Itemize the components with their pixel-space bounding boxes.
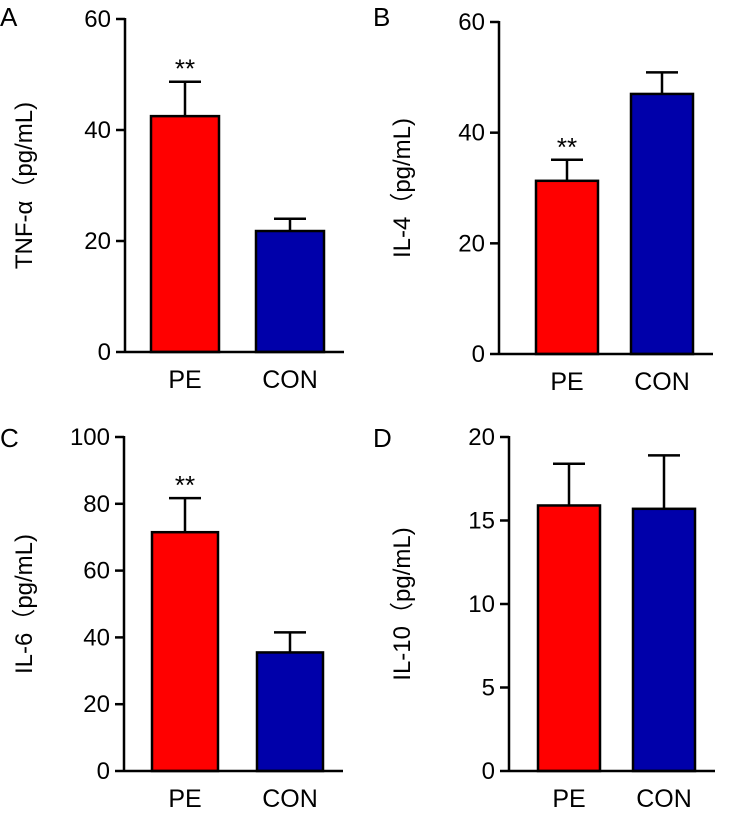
significance-marker: **	[557, 132, 577, 162]
y-tick-label: 0	[472, 341, 485, 368]
x-tick-label: PE	[552, 785, 585, 813]
chart-panel-d: D IL-10（pg/mL) PE CON 0 5 10 15 20	[373, 423, 715, 813]
x-tick-label: PE	[168, 366, 201, 394]
bar-pe	[150, 530, 220, 773]
x-tick-label: PE	[168, 785, 201, 813]
bar-con	[254, 229, 326, 354]
y-tick-label: 0	[482, 758, 495, 785]
y-tick-label: 20	[83, 691, 110, 718]
y-tick-label: 20	[458, 230, 485, 257]
y-tick-label: 80	[83, 491, 110, 518]
y-tick-label: 20	[84, 228, 111, 255]
y-axis-label: IL-4（pg/mL)	[389, 118, 416, 258]
x-tick-label: CON	[262, 785, 318, 813]
significance-marker: **	[175, 54, 195, 84]
x-tick-label: CON	[262, 366, 318, 394]
x-tick-label: PE	[550, 368, 583, 396]
y-tick-label: 0	[98, 339, 111, 366]
bar-pe	[536, 504, 602, 773]
y-tick-label: 15	[468, 508, 495, 535]
chart-panel-a: A TNF-α（pg/mL) ** PE CON 0 20 40 60	[0, 2, 344, 394]
panel-letter: D	[373, 423, 392, 453]
panel-letter: C	[0, 423, 19, 453]
y-tick-label: 60	[84, 6, 111, 33]
y-tick-label: 40	[458, 120, 485, 147]
bar-pe	[534, 179, 600, 356]
y-tick-label: 5	[482, 675, 495, 702]
panel-letter: B	[373, 2, 390, 32]
y-tick-label: 10	[468, 591, 495, 618]
x-tick-label: CON	[634, 368, 690, 396]
bar-con	[255, 651, 325, 773]
y-tick-label: 40	[83, 624, 110, 651]
chart-panel-b: B IL-4（pg/mL) ** PE CON 0 20 40 60	[373, 2, 713, 396]
y-tick-label: 20	[468, 424, 495, 451]
panel-letter: A	[0, 2, 18, 32]
y-tick-label: 0	[97, 758, 110, 785]
y-tick-label: 100	[70, 424, 110, 451]
y-tick-label: 40	[84, 117, 111, 144]
y-axis-label: TNF-α（pg/mL)	[11, 102, 38, 269]
chart-panel-c: C IL-6（pg/mL) ** PE CON 0 20 40 60 80 100	[0, 423, 343, 813]
y-tick-label: 60	[458, 9, 485, 36]
y-axis-label: IL-6（pg/mL)	[11, 534, 38, 674]
bar-pe	[149, 114, 221, 354]
y-axis-label: IL-10（pg/mL)	[389, 527, 416, 680]
significance-marker: **	[175, 470, 195, 500]
bar-con	[629, 92, 695, 356]
bar-con	[631, 507, 697, 773]
y-tick-label: 60	[83, 558, 110, 585]
x-tick-label: CON	[636, 785, 692, 813]
